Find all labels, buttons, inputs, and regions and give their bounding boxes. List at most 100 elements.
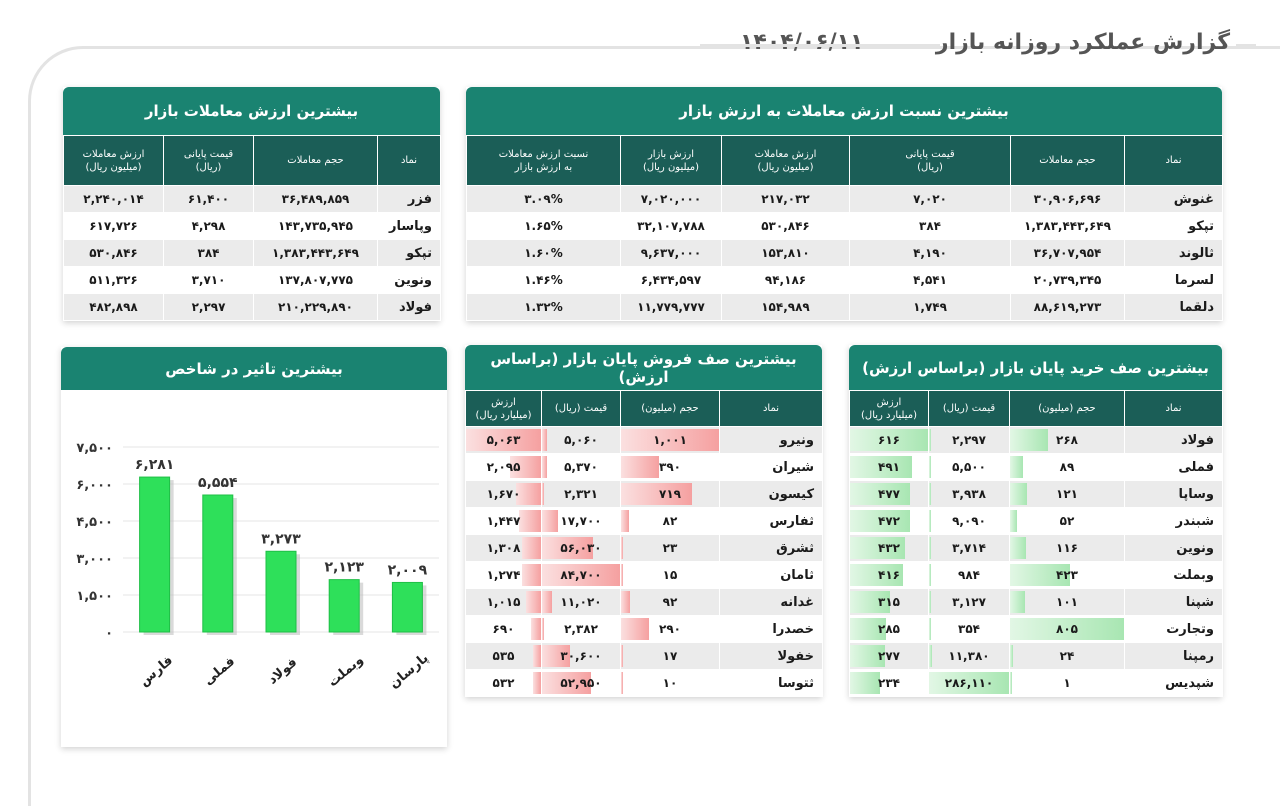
sell-queue-title: بیشترین صف فروش پایان بازار (براساس ارزش… bbox=[465, 345, 822, 390]
category-label: فملی bbox=[201, 654, 238, 688]
data-bar bbox=[1010, 537, 1026, 559]
value-cell: ۳,۹۳۸ bbox=[928, 480, 1010, 508]
sell-queue-panel: بیشترین صف فروش پایان بازار (براساس ارزش… bbox=[465, 345, 823, 697]
cell-value: ۱۰۱ bbox=[1056, 595, 1078, 609]
cell-value: ۵۳۵ bbox=[492, 649, 515, 663]
data-bar bbox=[621, 537, 623, 559]
column-header: قیمت پایانی (ریال) bbox=[163, 135, 254, 186]
data-bar bbox=[532, 645, 541, 667]
symbol-cell: غنوش bbox=[1124, 185, 1223, 213]
y-tick-label: ۰ bbox=[105, 626, 113, 641]
data-bar bbox=[621, 618, 650, 640]
column-header: حجم (میلیون) bbox=[1009, 390, 1125, 427]
symbol-cell: شپنا bbox=[1124, 588, 1223, 616]
report-title: گزارش عملکرد روزانه بازار bbox=[935, 30, 1230, 55]
value-cell: ۱,۰۰۱ bbox=[620, 426, 720, 454]
value-cell: ۸۸,۶۱۹,۲۷۳ bbox=[1010, 293, 1125, 321]
value-cell: ۱۵ bbox=[620, 561, 720, 589]
value-cell: ۶۹۰ bbox=[465, 615, 542, 643]
value-cell: ۸۴,۷۰۰ bbox=[541, 561, 621, 589]
table-row: ثشرق ۲۳ ۵۶,۰۳۰ ۱,۳۰۸ bbox=[465, 534, 823, 562]
top-value-table: نماد حجم معاملات قیمت پایانی (ریال) ارزش معا… bbox=[63, 135, 441, 321]
symbol-cell: ثشرق bbox=[719, 534, 823, 562]
value-cell: ۵۳۰,۸۴۶ bbox=[721, 212, 850, 240]
value-cell: ۴۹۱ bbox=[849, 453, 929, 481]
column-header: ارزش (میلیارد ریال) bbox=[465, 390, 542, 427]
value-cell: ۴۷۲ bbox=[849, 507, 929, 535]
cell-value: ۲۷۷ bbox=[878, 649, 900, 663]
data-bar bbox=[850, 456, 913, 478]
value-cell: ۱۵۳,۸۱۰ bbox=[721, 239, 850, 267]
value-cell: ۱۱,۳۸۰ bbox=[928, 642, 1010, 670]
report-date: ۱۴۰۴/۰۶/۱۱ bbox=[740, 30, 864, 55]
value-cell: ۵۳۵ bbox=[465, 642, 542, 670]
category-label: وبملت bbox=[326, 652, 367, 690]
column-header: نماد bbox=[377, 135, 441, 186]
index-impact-panel: بیشترین تاثیر در شاخص ۰ ۱,۵۰۰ ۳,۰۰۰ ۴,۵۰۰ ۶,… bbox=[61, 347, 447, 747]
value-cell: ۵۳۰,۸۴۶ bbox=[63, 239, 164, 267]
data-bar bbox=[516, 483, 541, 505]
value-cell: ۵۲ bbox=[1009, 507, 1125, 535]
value-cell: ۲,۳۸۲ bbox=[541, 615, 621, 643]
value-cell: ۱,۲۷۴ bbox=[465, 561, 542, 589]
data-bar bbox=[621, 645, 623, 667]
value-cell: ۱۳۷,۸۰۷,۷۷۵ bbox=[253, 266, 378, 294]
value-cell: ۶,۴۳۴,۵۹۷ bbox=[620, 266, 722, 294]
data-bar bbox=[929, 429, 931, 451]
value-cell: ۳۵۴ bbox=[928, 615, 1010, 643]
cell-value: ۱,۴۴۷ bbox=[486, 514, 521, 528]
data-label: ۲,۱۲۳ bbox=[324, 560, 364, 576]
column-header: حجم معاملات bbox=[1010, 135, 1125, 186]
cell-value: ۹۸۴ bbox=[958, 568, 980, 582]
data-bar bbox=[530, 618, 541, 640]
column-header: نماد bbox=[719, 390, 823, 427]
data-bar bbox=[929, 672, 1009, 694]
category-label: پارسان bbox=[387, 651, 432, 692]
value-cell: ۶۱,۴۰۰ bbox=[163, 185, 254, 213]
buy-queue-table: نماد حجم (میلیون) قیمت (ریال) ارزش (میلیارد … bbox=[849, 390, 1223, 697]
data-bar bbox=[621, 591, 630, 613]
value-cell: ۲۱۰,۲۲۹,۸۹۰ bbox=[253, 293, 378, 321]
buy-queue-title: بیشترین صف خرید پایان بازار (براساس ارزش… bbox=[849, 345, 1222, 390]
top-ratio-table: نماد حجم معاملات قیمت پایانی (ریال) ارزش معا… bbox=[466, 135, 1223, 321]
table-row: شیران ۳۹۰ ۵,۳۷۰ ۲,۰۹۵ bbox=[465, 453, 823, 481]
value-cell: ۲۸۵ bbox=[849, 615, 929, 643]
value-cell: ۱ bbox=[1009, 669, 1125, 697]
cell-value: ۶۱۶ bbox=[878, 433, 900, 447]
column-header: ارزش (میلیارد ریال) bbox=[849, 390, 929, 427]
data-bar bbox=[521, 537, 541, 559]
data-bar bbox=[850, 537, 905, 559]
cell-value: ۲,۰۹۵ bbox=[486, 460, 521, 474]
data-bar bbox=[542, 564, 620, 586]
cell-value: ۴۷۲ bbox=[878, 514, 900, 528]
cell-value: ۵,۰۶۳ bbox=[486, 433, 521, 447]
value-cell: ۴۳۲ bbox=[849, 534, 929, 562]
table-row: فملی ۸۹ ۵,۵۰۰ ۴۹۱ bbox=[849, 453, 1223, 481]
value-cell: ۹,۶۳۷,۰۰۰ bbox=[620, 239, 722, 267]
cell-value: ۱,۶۷۰ bbox=[486, 487, 521, 501]
value-cell: ۲۳ bbox=[620, 534, 720, 562]
symbol-cell: خصدرا bbox=[719, 615, 823, 643]
data-bar bbox=[850, 645, 886, 667]
table-row: تپکو ۱,۳۸۳,۴۴۳,۶۴۹ ۳۸۴ ۵۳۰,۸۴۶ ۳۲,۱۰۷,۷۸۸ ۱.۶… bbox=[466, 212, 1223, 240]
value-cell: ۵۶,۰۳۰ bbox=[541, 534, 621, 562]
table-row: ونیرو ۱,۰۰۱ ۵,۰۶۰ ۵,۰۶۳ bbox=[465, 426, 823, 454]
symbol-cell: وساپا bbox=[1124, 480, 1223, 508]
value-cell: ۱۱۶ bbox=[1009, 534, 1125, 562]
symbol-cell: غدانه bbox=[719, 588, 823, 616]
cell-value: ۱۷,۷۰۰ bbox=[560, 514, 602, 528]
cell-value: ۳۹۰ bbox=[659, 460, 681, 474]
value-cell: ۱۷,۷۰۰ bbox=[541, 507, 621, 535]
chart-bar bbox=[391, 581, 423, 633]
cell-value: ۱ bbox=[1063, 676, 1071, 690]
value-cell: ۲۴ bbox=[1009, 642, 1125, 670]
symbol-cell: وبملت bbox=[1124, 561, 1223, 589]
table-row: ثتوسا ۱۰ ۵۲,۹۵۰ ۵۳۲ bbox=[465, 669, 823, 697]
cell-value: ۸۹ bbox=[1059, 460, 1075, 474]
value-cell: ۵,۰۶۳ bbox=[465, 426, 542, 454]
cell-value: ۴۷۷ bbox=[878, 487, 900, 501]
table-row: ثامان ۱۵ ۸۴,۷۰۰ ۱,۲۷۴ bbox=[465, 561, 823, 589]
data-bar bbox=[929, 645, 933, 667]
value-cell: ۹۸۴ bbox=[928, 561, 1010, 589]
value-cell: ۵,۰۶۰ bbox=[541, 426, 621, 454]
